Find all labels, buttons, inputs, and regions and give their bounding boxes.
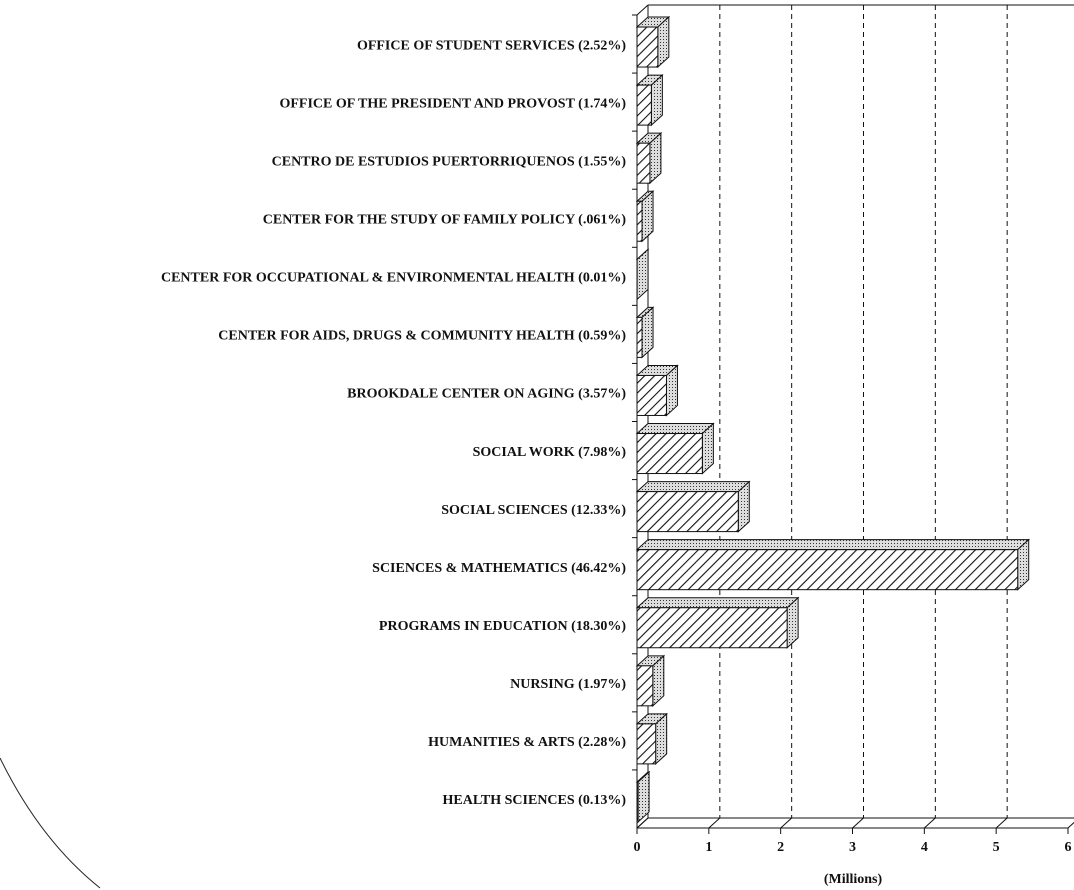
y-tick-label: NURSING (1.97%) (510, 677, 626, 692)
bar (636, 316, 643, 358)
top-edge (636, 4, 649, 16)
floor-tick-edge (1067, 821, 1074, 829)
y-tick-label: BROOKDALE CENTER ON AGING (3.57%) (347, 387, 626, 402)
x-tick-label: 3 (849, 840, 856, 855)
bar-top (635, 481, 751, 493)
y-tick-label: OFFICE OF THE PRESIDENT AND PROVOST (1.7… (279, 96, 626, 111)
bar (636, 200, 643, 242)
bar (636, 26, 659, 68)
bar (636, 665, 654, 707)
x-tick-label: 2 (777, 840, 784, 855)
x-tick-label: 4 (921, 840, 928, 855)
x-tick-label: 6 (1065, 840, 1072, 855)
y-tick-label: SOCIAL WORK (7.98%) (473, 445, 627, 460)
bar-side (636, 248, 649, 301)
floor-tick-edge (923, 817, 936, 829)
bar (636, 142, 651, 184)
y-tick-label: CENTRO DE ESTUDIOS PUERTORRIQUENOS (1.55… (272, 154, 627, 169)
bar (636, 374, 667, 416)
y-tick-label: CENTER FOR THE STUDY OF FAMILY POLICY (.… (263, 212, 627, 227)
y-tick-label: CENTER FOR AIDS, DRUGS & COMMUNITY HEALT… (218, 329, 626, 344)
decorative-arc (0, 757, 101, 889)
bar (636, 491, 739, 533)
bar (636, 84, 652, 126)
y-tick-label: CENTER FOR OCCUPATIONAL & ENVIRONMENTAL … (161, 271, 626, 286)
x-axis-label: (Millions) (824, 872, 883, 887)
bar (636, 781, 639, 823)
floor-tick-edge (995, 817, 1008, 829)
y-tick-label: SCIENCES & MATHEMATICS (46.42%) (372, 561, 626, 576)
bar (636, 549, 1019, 591)
floor-tick-edge (708, 817, 721, 829)
y-tick-label: PROGRAMS IN EDUCATION (18.30%) (379, 619, 626, 634)
bar-top (635, 423, 715, 435)
bar-top (635, 597, 800, 609)
y-tick-label: HUMANITIES & ARTS (2.28%) (428, 735, 626, 750)
x-tick-label: 0 (634, 840, 641, 855)
x-tick-label: 5 (993, 840, 1000, 855)
bar (636, 433, 703, 475)
y-tick-label: HEALTH SCIENCES (0.13%) (443, 793, 627, 808)
floor-tick-edge (780, 817, 793, 829)
bar (636, 723, 657, 765)
x-tick-label: 1 (705, 840, 712, 855)
bar (636, 607, 788, 649)
bar-top (635, 539, 1031, 551)
y-tick-label: OFFICE OF STUDENT SERVICES (2.52%) (357, 38, 626, 53)
y-tick-label: SOCIAL SCIENCES (12.33%) (441, 503, 626, 518)
floor-tick-edge (636, 817, 649, 829)
floor-tick-edge (852, 817, 864, 829)
